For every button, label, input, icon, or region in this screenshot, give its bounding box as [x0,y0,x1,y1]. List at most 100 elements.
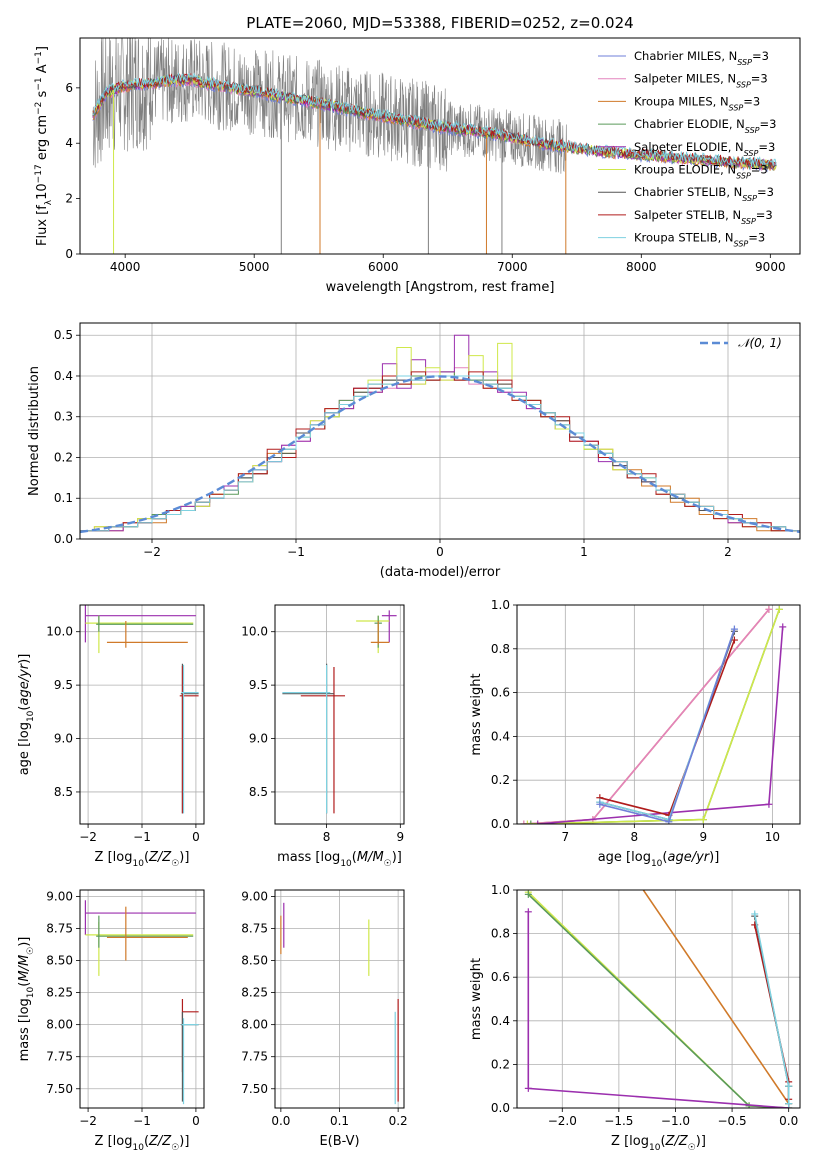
age_vs_Z-plot [84,605,199,814]
legend-label-sub: SSP [745,126,760,135]
y-tick-label: 0.2 [491,1057,510,1071]
residuals-axes: −2 −1 0 1 2 0.0 0.1 0.2 0.3 0.4 0.5 (data-model)/er… [27,323,800,580]
legend-label-sub: SSP [744,148,759,157]
mass_vs_Z-ylabel: mass [log10(M/M☉)] [17,937,36,1062]
y-tick-label: 9.5 [54,678,73,692]
massweight_vs_Z-frame [516,889,801,1109]
age_vs_Z-ylabel: age [log10(age/yr)] [17,654,36,776]
y-tick-label: 0.2 [491,773,510,787]
legend-label-tail: =3 [743,94,760,108]
x-tick-label: 0 [192,830,200,844]
legend-label-sub: SSP [737,58,752,67]
legend-label-tail: =3 [757,185,774,199]
y-tick-label: 8.50 [46,954,73,968]
x-tick-label: 0.0 [271,1114,290,1128]
weight-line-chabrier_elodie [527,893,789,1108]
mass_vs_ebv-axes: 0.0 0.1 0.2 7.50 7.75 8.00 8.25 8.50 8.75 9.00 E(B… [241,889,407,1149]
y-tick-label: 8.5 [249,785,268,799]
legend-label: Chabrier ELODIE, NSSP=3 [634,117,776,135]
residuals-xlabel: (data-model)/error [380,565,501,580]
x-tick-label: 5000 [239,260,270,274]
x-tick-label: −1 [133,830,151,844]
age_vs_Z-axes: −2 −1 0 8.5 9.0 9.5 10.0 Z [log10(Z/Z☉)] age [lo… [17,605,204,869]
y-tick-label: 0.4 [491,729,510,743]
legend-label-text: Kroupa STELIB, N [634,231,734,245]
y-tick-label: 7.50 [46,1082,73,1096]
legend-label: Kroupa ELODIE, NSSP=3 [634,163,768,181]
massweight_vs_age-xlabel: age [log10(age/yr)] [598,850,720,869]
x-tick-label: 8 [323,830,331,844]
weight-line-chabrier_miles [599,628,736,823]
spectrum-frame [79,37,801,255]
mass_vs_ebv-plot [280,902,399,1105]
x-tick-label: −1 [287,545,305,559]
legend-label-tail: =3 [748,231,765,245]
x-tick-label: 0.1 [330,1114,349,1128]
x-tick-label: 0 [192,1114,200,1128]
massweight_vs_age-plot [520,605,787,824]
residuals-ylabel: Normed distribution [27,366,42,496]
weight-line-salpeter_miles [523,608,770,824]
x-tick-label: 1 [580,545,588,559]
mass_vs_Z-xlabel: Z [log10(Z/Z☉)] [95,1134,190,1153]
mass_vs_ebv-xlabel: E(B-V) [319,1134,359,1149]
age_vs_mass-plot [282,610,397,814]
y-tick-label: 1.0 [491,883,510,897]
y-tick-label: 8.75 [241,921,268,935]
legend-label-sub: SSP [742,194,757,203]
legend-label-text: Kroupa ELODIE, N [634,163,736,177]
x-tick-label: −0.5 [718,1114,747,1128]
massweight_vs_age-ylabel: mass weight [469,673,484,755]
model-line-kroupa_stelib [92,72,777,167]
x-tick-label: 8 [631,830,639,844]
massweight_vs_Z-plot [524,890,793,1108]
x-tick-label: 9 [700,830,708,844]
weight-line-salpeter_stelib [753,924,790,1100]
y-tick-label: 0 [65,247,73,261]
mass_vs_Z-plot [84,900,199,1105]
y-tick-label: 9.0 [249,732,268,746]
y-tick-label: 10.0 [241,625,268,639]
y-tick-label: 10.0 [46,625,73,639]
y-tick-label: 9.5 [249,678,268,692]
x-tick-label: 7 [561,830,569,844]
legend-label-tail: =3 [758,140,775,154]
spectrum-axes: 4000 5000 6000 7000 8000 9000 0 2 4 6 wavelength [… [34,46,786,295]
age_vs_mass-frame [274,604,405,825]
legend-label: Chabrier STELIB, NSSP=3 [634,185,774,203]
massweight_vs_Z-axes: −2.0 −1.5 −1.0 −0.5 0.0 0.0 0.2 0.4 0.6 0.8 1.0 Z [… [469,883,800,1153]
x-tick-label: 10 [765,830,780,844]
residuals-frame [79,322,801,540]
y-tick-label: 9.00 [241,889,268,903]
massweight_vs_age-axes: 7 8 9 10 0.0 0.2 0.4 0.6 0.8 1.0 age [log10(age/yr… [469,598,800,869]
x-tick-label: 8000 [626,260,657,274]
mass_vs_Z-axes: −2 −1 0 7.50 7.75 8.00 8.25 8.50 8.75 9.00 Z [log1… [17,889,204,1153]
age_vs_mass-xlabel: mass [log10(M/M☉)] [277,850,402,869]
y-tick-label: 2 [65,192,73,206]
weight-line-salpeter_elodie [527,911,789,1108]
legend-label-sub: SSP [741,216,756,225]
y-tick-label: 6 [65,81,73,95]
residuals-plot [80,334,800,539]
legend-label-normal: 𝒩(0, 1) [738,336,782,350]
y-tick-label: 7.75 [241,1050,268,1064]
mass_vs_ebv-frame [274,889,405,1109]
age_vs_mass-axes: 8 9 8.5 9.0 9.5 10.0 mass [log10(M/M☉)] [241,605,404,869]
x-tick-label: 2 [724,545,732,559]
x-tick-label: 9000 [755,260,786,274]
y-tick-label: 7.75 [46,1050,73,1064]
legend-label-tail: =3 [760,117,777,131]
x-tick-label: −1 [133,1114,151,1128]
legend-label-text: Salpeter STELIB, N [634,208,741,222]
weight-line-kroupa_elodie [527,891,789,1108]
x-tick-label: 0.0 [779,1114,798,1128]
legend-label-text: Chabrier ELODIE, N [634,117,745,131]
massweight_vs_age-frame [516,604,801,825]
model-line-chabrier_stelib [92,73,777,170]
legend-label-tail: =3 [752,49,769,63]
legend-label: Salpeter MILES, NSSP=3 [634,72,768,90]
x-tick-label: 7000 [497,260,528,274]
y-tick-label: 0.4 [491,1014,510,1028]
